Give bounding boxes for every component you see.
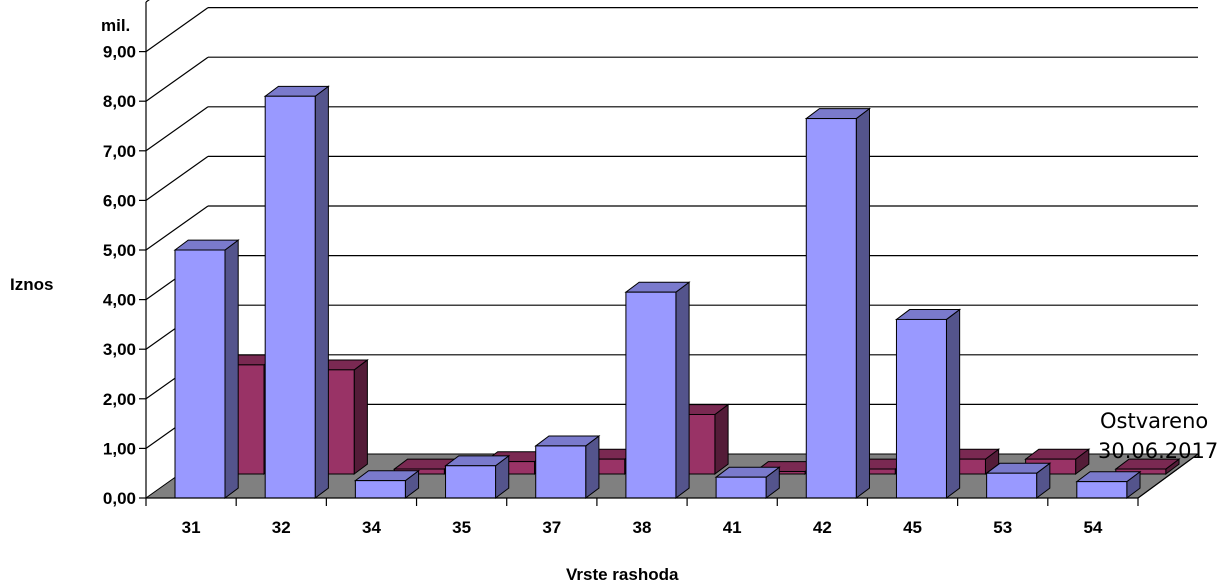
bar-plan-42 xyxy=(804,107,871,499)
grid-diagonal xyxy=(145,0,150,3)
y-tick-label: 6,00 xyxy=(103,191,136,210)
bar-plan-35 xyxy=(444,454,511,499)
bar-front xyxy=(445,465,497,499)
series-plan-bars xyxy=(173,85,1142,500)
x-tick-label: 45 xyxy=(903,518,922,537)
x-tick-label: 41 xyxy=(723,518,742,537)
bar-plan-45 xyxy=(894,308,962,499)
x-tick-label: 53 xyxy=(993,518,1012,537)
bar-side xyxy=(353,358,368,476)
x-tick-label: 42 xyxy=(813,518,832,537)
bar-side xyxy=(945,308,961,499)
x-tick-label: 37 xyxy=(542,518,561,537)
x-tick-label: 31 xyxy=(182,518,201,537)
y-tick-label: 0,00 xyxy=(103,489,136,508)
bar-plan-32 xyxy=(263,85,330,500)
y-tick-label: 1,00 xyxy=(103,439,136,458)
x-tick-label: 54 xyxy=(1083,518,1102,537)
x-tick-label: 38 xyxy=(633,518,652,537)
y-axis-title: Iznos xyxy=(10,275,53,294)
bar-front xyxy=(174,249,226,499)
bar-front xyxy=(805,118,857,499)
legend: Ostvareno 30.06.2017 xyxy=(1098,409,1218,463)
bar-front xyxy=(535,445,587,499)
y-tick-label: 2,00 xyxy=(103,390,136,409)
bar-plan-53 xyxy=(985,462,1052,500)
y-tick-label: 7,00 xyxy=(103,142,136,161)
grid-diagonal xyxy=(145,155,209,201)
x-tick-label: 35 xyxy=(452,518,471,537)
x-tick-label: 34 xyxy=(362,518,381,537)
x-axis-title: Vrste rashoda xyxy=(566,565,679,584)
bar-front xyxy=(1076,481,1128,499)
grid-diagonal xyxy=(145,205,209,251)
y-tick-label: 9,00 xyxy=(103,43,136,62)
bar-side xyxy=(855,107,870,499)
floor-edge xyxy=(1137,453,1199,499)
bar-front xyxy=(354,480,406,499)
bar-side xyxy=(314,85,329,500)
axes xyxy=(139,2,1199,506)
bar-side xyxy=(585,435,600,500)
y-tick-label: 3,00 xyxy=(103,340,136,359)
y-tick-label: 4,00 xyxy=(103,291,136,310)
bar-front xyxy=(264,95,316,499)
grid-diagonal xyxy=(145,7,209,53)
y-tick-labels: 0,00 1,00 2,00 3,00 4,00 5,00 6,00 7,00 8,00 9,00 xyxy=(103,43,136,508)
y-tick-label: 8,00 xyxy=(103,92,136,111)
x-tick-labels: 31 32 34 35 37 38 41 42 45 53 54 xyxy=(182,518,1103,537)
bar-plan-37 xyxy=(534,435,601,500)
bar-front xyxy=(895,318,947,499)
bar-front xyxy=(715,476,767,499)
bar-plan-31 xyxy=(173,239,240,499)
bar-plan-34 xyxy=(353,469,421,500)
bar-side xyxy=(675,281,690,500)
bar-plan-38 xyxy=(624,281,691,500)
legend-label-line-2: 30.06.2017 xyxy=(1098,439,1218,463)
legend-label-line-1: Ostvareno xyxy=(1100,409,1208,433)
x-tick-label: 32 xyxy=(272,518,291,537)
bar-front xyxy=(986,472,1038,499)
bar-front xyxy=(625,291,677,499)
unit-label: mil. xyxy=(101,16,130,35)
grid-diagonal xyxy=(145,56,209,102)
bar-side xyxy=(714,403,729,476)
series-ostvareno-bars xyxy=(212,353,1181,476)
bar-plan-41 xyxy=(714,466,781,499)
grid-diagonal xyxy=(145,106,209,152)
y-tick-label: 5,00 xyxy=(103,241,136,260)
bar-side xyxy=(224,239,239,499)
bar-plan-54 xyxy=(1075,470,1142,500)
